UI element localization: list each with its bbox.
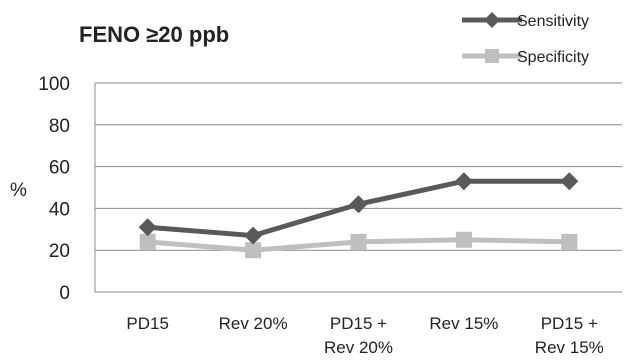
y-tick-label: 60 — [49, 158, 70, 179]
x-tick-label: Rev 20% — [219, 314, 288, 333]
data-point — [139, 233, 156, 250]
y-tick-label: 100 — [38, 74, 70, 95]
data-point — [454, 172, 473, 191]
data-point — [485, 49, 499, 63]
data-point — [484, 12, 500, 28]
x-tick-label: PD15 + — [541, 314, 598, 333]
y-axis-label: % — [10, 180, 27, 201]
data-point — [561, 233, 578, 250]
series-group — [138, 172, 579, 259]
data-point — [244, 226, 263, 245]
axes — [94, 83, 622, 293]
x-tick-label: PD15 — [126, 314, 169, 333]
legend: Sensitivity Specificity — [462, 12, 589, 66]
series-sensitivity — [138, 172, 579, 245]
x-tick-label: PD15 + — [330, 314, 387, 333]
y-tick-label: 40 — [49, 199, 70, 220]
data-point — [245, 242, 262, 259]
legend-label: Specificity — [517, 49, 589, 66]
data-point — [349, 195, 368, 214]
legend-item: Sensitivity — [462, 12, 589, 30]
y-tick-labels: 0 20 40 60 80 100 — [38, 74, 70, 304]
data-point — [455, 231, 472, 248]
legend-label: Sensitivity — [517, 13, 589, 30]
data-point — [350, 233, 367, 250]
series-specificity — [139, 231, 578, 259]
x-tick-label: Rev 15% — [429, 314, 498, 333]
x-tick-labels: PD15 Rev 20% PD15 + Rev 20% Rev 15% PD15 + Rev… — [126, 314, 603, 357]
data-point — [560, 172, 579, 191]
chart-title: FENO ≥20 ppb — [79, 22, 229, 47]
y-tick-label: 20 — [49, 241, 70, 262]
data-point — [138, 218, 157, 237]
legend-item: Specificity — [462, 49, 589, 66]
y-tick-label: 80 — [49, 116, 70, 137]
y-tick-label: 0 — [59, 283, 70, 304]
x-tick-label: Rev 15% — [535, 338, 604, 357]
x-tick-label: Rev 20% — [324, 338, 393, 357]
gridlines — [95, 82, 622, 251]
